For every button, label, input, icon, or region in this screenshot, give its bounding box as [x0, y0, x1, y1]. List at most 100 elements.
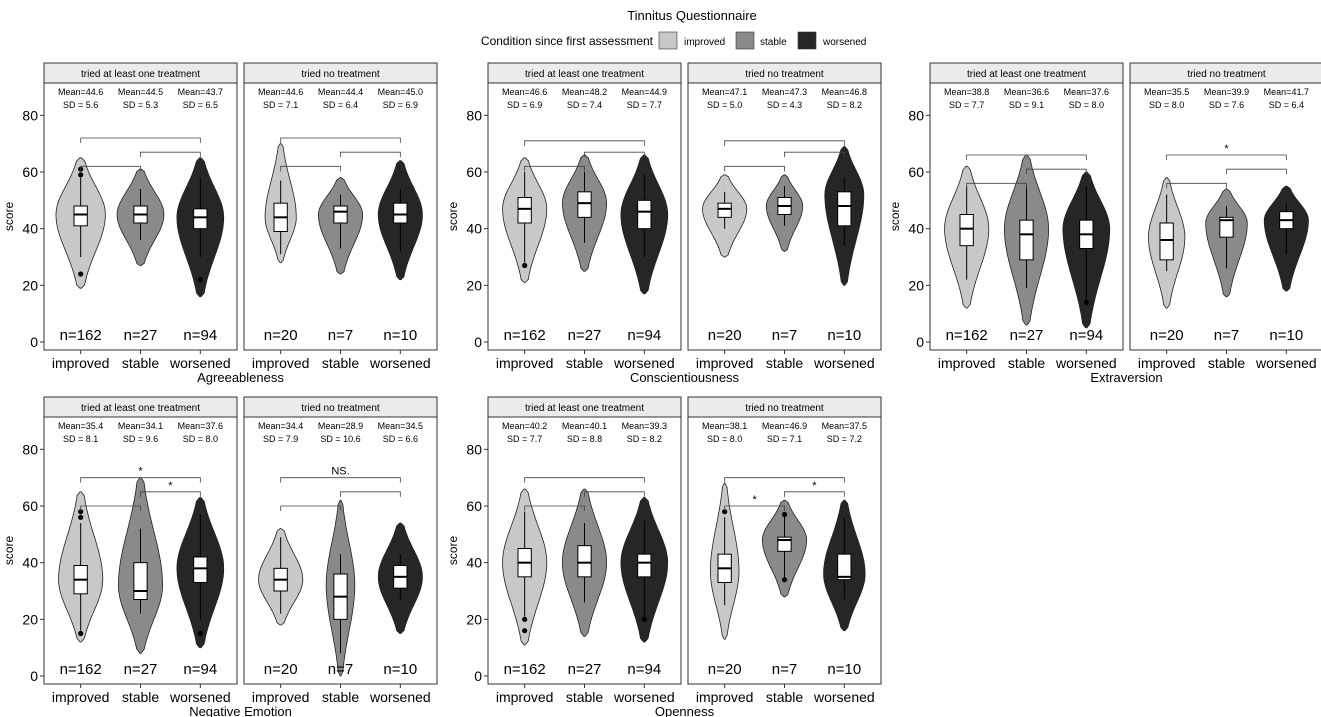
group-mean-label: Mean=47.3 — [762, 87, 807, 97]
facet-panel: tried at least one treatment improved stab… — [487, 396, 682, 705]
group-mean-label: Mean=38.8 — [944, 87, 989, 97]
group-n-label: n=162 — [60, 661, 102, 678]
group-mean-label: Mean=37.6 — [1064, 87, 1109, 97]
group-mean-label: Mean=41.7 — [1264, 87, 1309, 97]
group-mean-label: Mean=34.4 — [258, 421, 303, 431]
group-sd-label: SD = 8.8 — [567, 434, 602, 444]
comparison-bracket — [784, 151, 845, 158]
group-n-label: n=162 — [60, 327, 102, 344]
y-tick-label: 0 — [30, 668, 38, 684]
comparison-bracket — [724, 165, 785, 172]
group-n-label: n=27 — [1010, 327, 1044, 344]
group-sd-label: SD = 8.0 — [1069, 100, 1104, 110]
comparison-bracket — [724, 140, 845, 146]
group-sd-label: SD = 7.1 — [767, 434, 802, 444]
bracket-line — [784, 491, 845, 497]
x-tick-label: worsened — [169, 355, 231, 371]
bracket-line — [524, 505, 585, 511]
chart-grid: 0 20 40 60 80 score tried at least one treatme… — [2, 62, 1321, 717]
bracket-significance-label: NS. — [331, 466, 349, 478]
facet-strip-label: tried no treatment — [301, 69, 380, 80]
group-sd-label: SD = 7.7 — [507, 434, 542, 444]
x-tick-label: stable — [566, 689, 604, 705]
group-stable: Mean=48.2 SD = 7.4 n=27 — [562, 87, 607, 344]
bracket-line — [280, 137, 401, 143]
outlier-point — [781, 577, 788, 583]
comparison-bracket — [1166, 182, 1227, 189]
x-tick-label: stable — [1008, 355, 1046, 371]
group-n-label: n=20 — [264, 661, 298, 678]
bracket-line — [140, 151, 201, 158]
group-mean-label: Mean=44.5 — [118, 87, 163, 97]
group-n-label: n=20 — [708, 327, 742, 344]
comparison-bracket: * — [1166, 143, 1287, 160]
x-tick-label: worsened — [813, 355, 875, 371]
y-axis-title: score — [446, 202, 460, 232]
group-mean-label: Mean=28.9 — [318, 421, 363, 431]
bracket-significance-label: * — [752, 494, 757, 506]
group-mean-label: Mean=44.6 — [258, 87, 303, 97]
bracket-line — [140, 491, 201, 497]
bracket-line — [80, 165, 141, 172]
y-tick-label: 80 — [908, 107, 924, 123]
comparison-bracket — [524, 505, 585, 511]
y-axis: 0 20 40 60 80 score — [446, 441, 488, 684]
comparison-bracket — [80, 505, 141, 511]
group-sd-label: SD = 8.0 — [183, 434, 218, 444]
group-mean-label: Mean=46.9 — [762, 421, 807, 431]
y-tick-label: 40 — [908, 221, 924, 237]
group-n-label: n=7 — [328, 661, 353, 678]
facet-strip-label: tried no treatment — [301, 403, 380, 414]
group-improved: Mean=46.6 SD = 6.9 n=162 — [502, 87, 547, 344]
group-worsened: Mean=34.5 SD = 6.6 n=10 — [378, 421, 423, 678]
y-tick-label: 20 — [22, 611, 38, 627]
facet-panel: tried no treatment improved stable worsened… — [687, 396, 882, 705]
box-iqr — [193, 208, 208, 230]
comparison-bracket — [966, 154, 1087, 160]
group-improved: Mean=38.1 SD = 8.0 n=20 — [702, 421, 747, 678]
x-tick-label: worsened — [1255, 355, 1317, 371]
outlier-point — [197, 277, 203, 283]
group-worsened: Mean=43.7 SD = 6.5 n=94 — [176, 87, 225, 344]
group-mean-label: Mean=35.5 — [1144, 87, 1189, 97]
chart-conscientiousness: 0 20 40 60 80 score tried at least one treatme… — [446, 62, 882, 385]
group-sd-label: SD = 8.2 — [827, 100, 862, 110]
group-mean-label: Mean=36.6 — [1004, 87, 1049, 97]
y-tick-label: 80 — [22, 107, 38, 123]
x-tick-label: improved — [252, 689, 310, 705]
group-improved: Mean=34.4 SD = 7.9 n=20 — [258, 421, 303, 678]
group-n-label: n=162 — [504, 661, 546, 678]
comparison-bracket — [524, 140, 645, 146]
group-sd-label: SD = 6.6 — [383, 434, 418, 444]
x-tick-label: stable — [122, 689, 160, 705]
facet-strip-label: tried at least one treatment — [81, 69, 200, 80]
group-sd-label: SD = 8.0 — [1149, 100, 1184, 110]
group-mean-label: Mean=34.5 — [378, 421, 423, 431]
x-tick-label: improved — [496, 689, 554, 705]
comparison-bracket — [340, 151, 401, 158]
bracket-line — [340, 491, 401, 497]
comparison-bracket: NS. — [280, 466, 401, 483]
group-n-label: n=20 — [708, 661, 742, 678]
group-mean-label: Mean=37.5 — [822, 421, 867, 431]
group-mean-label: Mean=46.8 — [822, 87, 867, 97]
group-sd-label: SD = 6.9 — [507, 100, 542, 110]
group-sd-label: SD = 6.5 — [183, 100, 218, 110]
y-axis: 0 20 40 60 80 score — [446, 107, 488, 350]
bracket-line — [966, 154, 1087, 160]
group-mean-label: Mean=44.9 — [622, 87, 667, 97]
bracket-line — [280, 165, 341, 172]
bracket-line — [966, 182, 1027, 189]
x-tick-label: stable — [566, 355, 604, 371]
outlier-point — [78, 514, 84, 520]
group-stable: Mean=36.6 SD = 9.1 n=27 — [1004, 87, 1049, 344]
group-sd-label: SD = 8.2 — [627, 434, 662, 444]
comparison-bracket — [1226, 168, 1287, 175]
y-tick-label: 0 — [916, 334, 924, 350]
outlier-point — [522, 262, 528, 269]
y-axis: 0 20 40 60 80 score — [2, 107, 44, 350]
box-iqr — [1019, 219, 1034, 261]
y-tick-label: 60 — [466, 164, 482, 180]
group-stable: Mean=44.5 SD = 5.3 n=27 — [116, 87, 165, 344]
group-sd-label: SD = 5.3 — [123, 100, 158, 110]
